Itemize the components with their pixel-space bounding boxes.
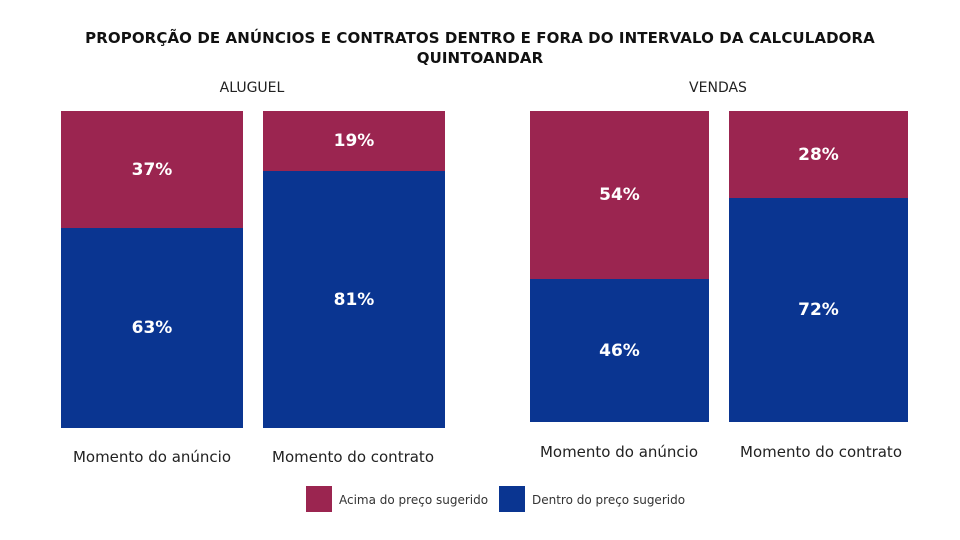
chart-title-line1: PROPORÇÃO DE ANÚNCIOS E CONTRATOS DENTRO… xyxy=(85,29,875,47)
data-label: 81% xyxy=(333,289,375,310)
bar-segment-acima: 28% xyxy=(729,111,908,198)
data-label: 46% xyxy=(599,340,640,361)
data-label: 19% xyxy=(333,131,375,151)
bar-segment-acima: 37% xyxy=(61,111,243,228)
bar-segment-acima: 19% xyxy=(263,111,445,171)
chart-title-line2: QUINTOANDAR xyxy=(416,49,544,67)
bar-segment-dentro: 63% xyxy=(61,228,243,428)
legend-label-acima: Acima do preço sugerido xyxy=(339,493,489,507)
category-label-vendas-anuncio: Momento do anúncio xyxy=(539,443,699,461)
bar-vendas-anuncio: 54% 46% xyxy=(530,111,709,422)
data-label: 54% xyxy=(599,185,640,205)
legend-label-dentro: Dentro do preço sugerido xyxy=(532,493,686,507)
bar-aluguel-contrato: 19% 81% xyxy=(263,111,445,428)
bar-segment-dentro: 46% xyxy=(530,279,709,422)
legend-swatch-acima xyxy=(306,486,332,512)
bar-aluguel-anuncio: 37% 63% xyxy=(61,111,243,428)
category-label-aluguel-anuncio: Momento do anúncio xyxy=(72,448,232,466)
data-label: 72% xyxy=(798,300,839,320)
data-label: 28% xyxy=(798,144,839,165)
bar-segment-dentro: 72% xyxy=(729,198,908,422)
group-label-vendas: VENDAS xyxy=(689,80,747,96)
group-label-aluguel: ALUGUEL xyxy=(219,80,285,96)
legend-swatch-dentro xyxy=(499,486,525,512)
data-label: 37% xyxy=(131,159,173,180)
category-label-vendas-contrato: Momento do contrato xyxy=(740,443,902,461)
bar-segment-dentro: 81% xyxy=(263,171,445,428)
category-label-aluguel-contrato: Momento do contrato xyxy=(272,448,434,466)
bar-vendas-contrato: 28% 72% xyxy=(729,111,908,422)
data-label: 63% xyxy=(131,318,173,338)
bar-segment-acima: 54% xyxy=(530,111,709,279)
